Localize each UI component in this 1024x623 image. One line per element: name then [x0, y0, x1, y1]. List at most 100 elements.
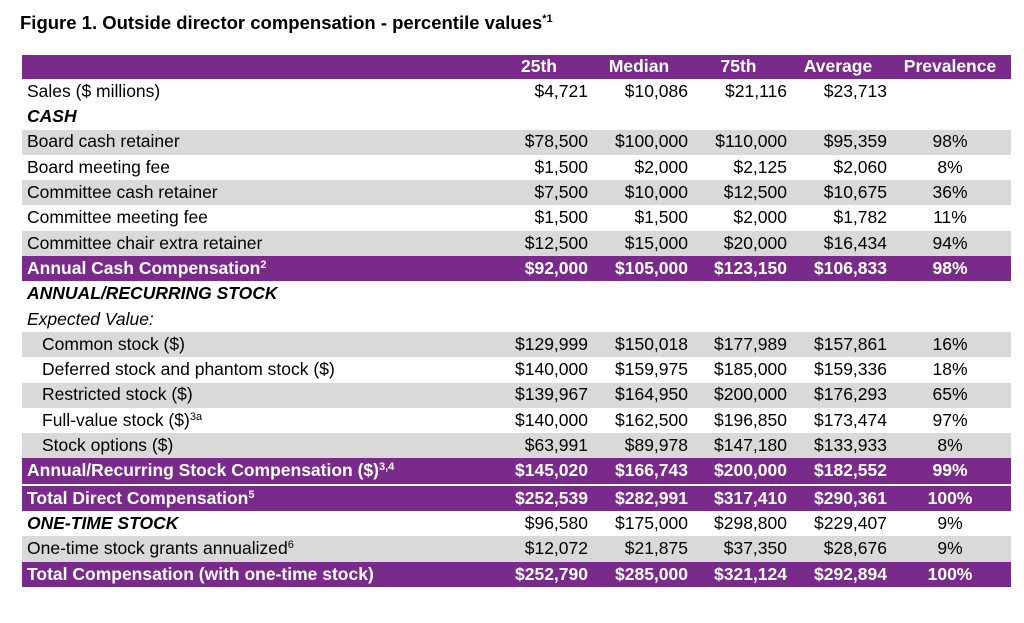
row-label-text: Committee cash retainer — [27, 182, 218, 203]
cell-median: $175,000 — [615, 512, 688, 533]
table-row: ANNUAL/RECURRING STOCK — [22, 281, 1011, 306]
cell-average: $23,713 — [823, 80, 887, 101]
column-header-25th: 25th — [490, 55, 590, 79]
cell-prevalence: 8% — [889, 433, 1011, 459]
cell-prevalence: 9% — [937, 512, 963, 533]
table-row: Full-value stock ($)3a $140,000 $162,500 $1… — [22, 408, 1011, 433]
cell-average: $290,361 — [789, 483, 889, 512]
row-label-text: ONE-TIME STOCK — [27, 512, 179, 533]
table-row: One-time stock grants annualized6 $12,072… — [22, 536, 1011, 562]
row-label: Stock options ($) — [22, 433, 490, 459]
cell-prevalence — [889, 79, 1011, 104]
table-body: 25th Median 75th Average Prevalence Sale… — [22, 55, 1011, 587]
cell-75th: $298,800 — [714, 512, 787, 533]
cell-25th — [490, 104, 590, 129]
cell-average — [789, 104, 889, 129]
table-row: Total Compensation (with one-time stock)… — [22, 561, 1011, 587]
row-label-text: Committee meeting fee — [27, 207, 208, 228]
cell-median: $150,018 — [590, 331, 690, 358]
table-row: Board meeting fee $1,500 $2,000 $2,125 $2,06… — [22, 155, 1011, 180]
cell-25th: $7,500 — [490, 180, 590, 206]
cell-median: $100,000 — [590, 129, 690, 155]
cell-prevalence: 98% — [889, 129, 1011, 155]
cell-median: $285,000 — [590, 561, 690, 587]
cell-average: $176,293 — [789, 382, 889, 408]
cell-25th: $4,721 — [534, 80, 588, 101]
cell-25th: $129,999 — [490, 331, 590, 358]
row-label-text: ANNUAL/RECURRING STOCK — [27, 283, 278, 304]
table-row: Annual Cash Compensation2 $92,000 $105,000… — [22, 256, 1011, 282]
row-label-text: Total Compensation (with one-time stock) — [27, 563, 374, 584]
row-label-text: Annual/Recurring Stock Compensation ($) — [27, 460, 379, 481]
cell-prevalence — [889, 307, 1011, 332]
cell-prevalence — [889, 104, 1011, 129]
cell-25th: $96,580 — [524, 512, 588, 533]
cell-average: $159,336 — [814, 359, 887, 380]
cell-prevalence: 16% — [889, 331, 1011, 358]
cell-median: $10,086 — [624, 80, 688, 101]
row-label: One-time stock grants annualized6 — [22, 536, 490, 562]
cell-median — [590, 104, 690, 129]
cell-average: $229,407 — [814, 512, 887, 533]
cell-median: $166,743 — [590, 458, 690, 485]
figure-title-footnote: *1 — [542, 13, 553, 25]
cell-average: $292,894 — [789, 561, 889, 587]
cell-average: $28,676 — [789, 536, 889, 562]
cell-prevalence: 65% — [889, 382, 1011, 408]
cell-25th: $145,020 — [490, 458, 590, 485]
table-row: Stock options ($) $63,991 $89,978 $147,180 $… — [22, 433, 1011, 459]
cell-median: $282,991 — [590, 483, 690, 512]
cell-median: $10,000 — [590, 180, 690, 206]
row-label-text: Deferred stock and phantom stock ($) — [42, 359, 335, 380]
cell-25th: $140,000 — [515, 359, 588, 380]
cell-median: $164,950 — [590, 382, 690, 408]
cell-average: $157,861 — [789, 331, 889, 358]
column-header-average: Average — [789, 55, 889, 79]
row-label-text: Stock options ($) — [42, 435, 174, 456]
cell-median: $21,875 — [590, 536, 690, 562]
cell-25th: $12,500 — [490, 230, 590, 257]
table-row: Deferred stock and phantom stock ($) $140… — [22, 357, 1011, 382]
row-label-text: Total Direct Compensation — [27, 487, 249, 508]
row-footnote: 3,4 — [378, 461, 395, 474]
column-header-median: Median — [590, 55, 690, 79]
row-label: Expected Value: — [22, 307, 490, 332]
cell-prevalence: 9% — [889, 536, 1011, 562]
row-label: Full-value stock ($)3a — [22, 408, 490, 433]
cell-75th: $200,000 — [690, 382, 789, 408]
cell-75th: $2,125 — [733, 156, 787, 177]
cell-average: $182,552 — [789, 458, 889, 485]
cell-75th: $123,150 — [690, 256, 789, 282]
cell-average: $133,933 — [789, 433, 889, 459]
cell-25th: $252,790 — [490, 561, 590, 587]
row-footnote: 2 — [260, 258, 267, 271]
table-row: Sales ($ millions) $4,721 $10,086 $21,116 $2… — [22, 79, 1011, 104]
row-label: Sales ($ millions) — [22, 79, 490, 104]
cell-average: $1,782 — [833, 207, 887, 228]
column-header-prevalence: Prevalence — [889, 55, 1011, 79]
cell-median — [590, 281, 690, 306]
cell-average: $16,434 — [789, 230, 889, 257]
cell-median: $159,975 — [615, 359, 688, 380]
row-label-text: Common stock ($) — [42, 333, 185, 354]
row-footnote: 6 — [287, 539, 294, 552]
cell-25th: $1,500 — [534, 207, 588, 228]
cell-25th — [490, 307, 590, 332]
row-label: Annual/Recurring Stock Compensation ($)3… — [22, 458, 490, 485]
row-footnote: 5 — [248, 488, 255, 501]
cell-median: $89,978 — [590, 433, 690, 459]
cell-prevalence: 11% — [933, 207, 967, 228]
row-label-text: One-time stock grants annualized — [27, 538, 288, 559]
cell-prevalence: 100% — [889, 483, 1011, 512]
cell-25th — [490, 281, 590, 306]
cell-25th: $252,539 — [490, 483, 590, 512]
row-label-text: Board meeting fee — [27, 156, 171, 177]
figure-title: Figure 1. Outside director compensation … — [20, 12, 553, 34]
cell-75th: $21,116 — [725, 80, 787, 101]
row-label: Board meeting fee — [22, 155, 490, 180]
cell-prevalence: 99% — [889, 458, 1011, 485]
cell-75th — [690, 307, 789, 332]
cell-prevalence: 97% — [932, 409, 968, 430]
compensation-table: 25th Median 75th Average Prevalence Sale… — [22, 55, 1011, 587]
column-header-75th: 75th — [690, 55, 789, 79]
